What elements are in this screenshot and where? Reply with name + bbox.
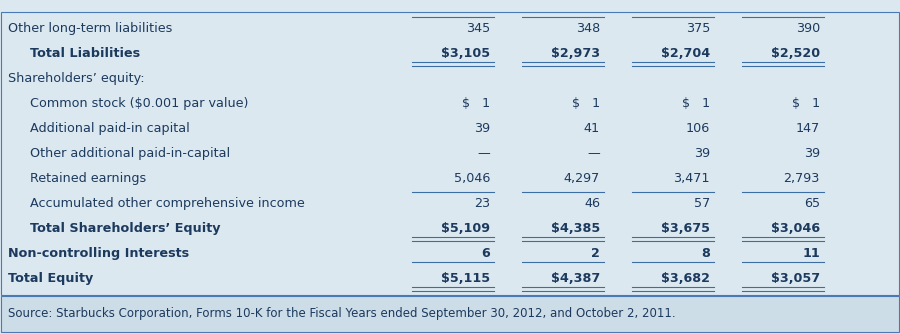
- Text: 11: 11: [802, 247, 820, 260]
- Text: 39: 39: [804, 147, 820, 160]
- Text: $3,057: $3,057: [771, 272, 820, 285]
- Text: 147: 147: [796, 122, 820, 135]
- Text: $3,046: $3,046: [771, 222, 820, 235]
- Text: Additional paid-in capital: Additional paid-in capital: [30, 122, 190, 135]
- Text: 4,297: 4,297: [563, 172, 600, 185]
- Bar: [1, 12, 899, 295]
- Bar: [1, 296, 899, 332]
- Text: 345: 345: [466, 22, 490, 35]
- Text: $   1: $ 1: [682, 97, 710, 110]
- Text: $   1: $ 1: [462, 97, 490, 110]
- Text: 8: 8: [701, 247, 710, 260]
- Text: Other additional paid-in-capital: Other additional paid-in-capital: [30, 147, 230, 160]
- Text: $4,387: $4,387: [551, 272, 600, 285]
- Text: $2,520: $2,520: [771, 47, 820, 60]
- Text: $5,109: $5,109: [441, 222, 490, 235]
- Text: 39: 39: [474, 122, 490, 135]
- Text: Total Equity: Total Equity: [8, 272, 94, 285]
- Text: 46: 46: [584, 197, 600, 210]
- Text: 3,471: 3,471: [673, 172, 710, 185]
- Text: $5,115: $5,115: [441, 272, 490, 285]
- Text: 39: 39: [694, 147, 710, 160]
- Text: $3,682: $3,682: [661, 272, 710, 285]
- Text: —: —: [587, 147, 600, 160]
- Text: 375: 375: [686, 22, 710, 35]
- Text: 41: 41: [584, 122, 600, 135]
- Text: 106: 106: [686, 122, 710, 135]
- Text: $4,385: $4,385: [551, 222, 600, 235]
- Text: 2,793: 2,793: [784, 172, 820, 185]
- Text: Retained earnings: Retained earnings: [30, 172, 146, 185]
- Text: Total Shareholders’ Equity: Total Shareholders’ Equity: [30, 222, 220, 235]
- Text: 390: 390: [796, 22, 820, 35]
- Text: $3,675: $3,675: [661, 222, 710, 235]
- Text: $   1: $ 1: [792, 97, 820, 110]
- Text: $2,973: $2,973: [551, 47, 600, 60]
- Text: 2: 2: [591, 247, 600, 260]
- Text: 6: 6: [482, 247, 490, 260]
- Text: Source: Starbucks Corporation, Forms 10-K for the Fiscal Years ended September 3: Source: Starbucks Corporation, Forms 10-…: [8, 308, 676, 321]
- Text: Accumulated other comprehensive income: Accumulated other comprehensive income: [30, 197, 305, 210]
- Text: $3,105: $3,105: [441, 47, 490, 60]
- Text: Total Liabilities: Total Liabilities: [30, 47, 140, 60]
- Text: Non-controlling Interests: Non-controlling Interests: [8, 247, 189, 260]
- Text: 23: 23: [474, 197, 490, 210]
- Text: Other long-term liabilities: Other long-term liabilities: [8, 22, 173, 35]
- Text: 348: 348: [576, 22, 600, 35]
- Text: Common stock ($0.001 par value): Common stock ($0.001 par value): [30, 97, 248, 110]
- Text: —: —: [477, 147, 490, 160]
- Text: 65: 65: [804, 197, 820, 210]
- Text: 5,046: 5,046: [454, 172, 490, 185]
- Text: 57: 57: [694, 197, 710, 210]
- Text: Shareholders’ equity:: Shareholders’ equity:: [8, 72, 145, 85]
- Text: $   1: $ 1: [572, 97, 600, 110]
- Text: $2,704: $2,704: [661, 47, 710, 60]
